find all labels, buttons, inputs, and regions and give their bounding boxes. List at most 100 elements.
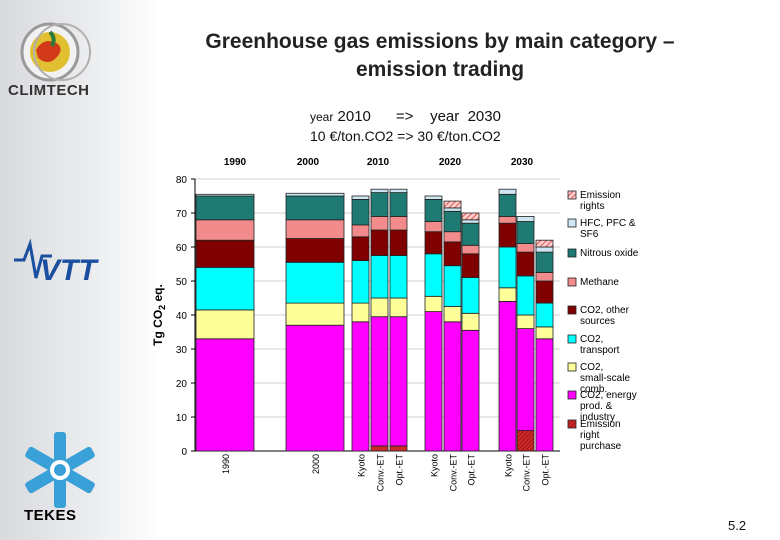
- bar-segment-co2_energy: [370, 316, 389, 447]
- bar-segment-co2_other: [351, 236, 370, 262]
- bar-segment-emission_purchase: [389, 445, 408, 452]
- sidebar-background: [0, 0, 160, 540]
- bar-segment-emission_rights: [461, 212, 480, 221]
- bar-segment-co2_energy: [195, 338, 255, 452]
- x-tick-label: Opt.-ET: [467, 454, 477, 486]
- bar-segment-nitrous: [285, 195, 345, 221]
- bar-segment-co2_transport: [535, 302, 554, 328]
- legend-label-co2_energy: CO2, energy prod. & industry: [580, 390, 637, 423]
- bar-segment-hfc: [461, 219, 480, 224]
- bar-segment-methane: [389, 215, 408, 231]
- legend-label-emission_rights: Emission rights: [580, 190, 621, 212]
- bar-segment-hfc: [516, 215, 535, 222]
- subtitle-year-rest: 2010 => year 2030: [337, 108, 501, 125]
- bar-segment-co2_energy: [461, 329, 480, 452]
- bar-segment-co2_small: [498, 287, 517, 302]
- bar-segment-emission_rights: [535, 239, 554, 248]
- bar-segment-co2_small: [285, 302, 345, 326]
- svg-text:VTT: VTT: [40, 254, 99, 287]
- bar-segment-nitrous: [535, 251, 554, 273]
- bar-segment-co2_transport: [389, 255, 408, 299]
- y-tick-label: 70: [176, 209, 188, 220]
- legend-swatch-emission_purchase: [567, 419, 577, 429]
- legend-label-co2_small: CO2, small-scale comb.: [580, 362, 630, 395]
- x-tick-label: Conv.-ET: [449, 454, 459, 492]
- x-tick-label: 2000: [311, 454, 321, 474]
- legend-swatch-emission_rights: [567, 190, 577, 200]
- bar-segment-methane: [443, 231, 462, 243]
- bar-segment-co2_other: [370, 229, 389, 256]
- tekes-label: TEKES: [24, 507, 77, 524]
- bar-segment-methane: [424, 221, 443, 233]
- slide-title-line2: emission trading: [355, 58, 525, 81]
- y-tick-label: 50: [176, 277, 188, 288]
- x-tick-label: 1990: [221, 454, 231, 474]
- climtech-label: CLIMTECH: [8, 82, 90, 99]
- top-year-label: 2020: [439, 157, 462, 168]
- bar-segment-methane: [535, 272, 554, 282]
- bar-segment-nitrous: [195, 195, 255, 221]
- x-tick-label: Kyoto: [430, 454, 440, 477]
- bar-segment-methane: [195, 219, 255, 241]
- bar-segment-co2_other: [195, 239, 255, 268]
- y-tick-label: 0: [181, 447, 187, 458]
- legend-label-methane: Methane: [580, 277, 619, 288]
- bar-segment-co2_transport: [443, 265, 462, 307]
- bar-segment-co2_other: [424, 231, 443, 255]
- bar-segment-co2_energy: [443, 321, 462, 452]
- bar-segment-co2_small: [461, 312, 480, 331]
- legend-swatch-co2_other: [567, 305, 577, 315]
- y-tick-label: 40: [176, 311, 188, 322]
- bar-segment-co2_energy: [424, 311, 443, 452]
- vtt-logo: VTT: [14, 238, 99, 287]
- bar-segment-co2_transport: [461, 277, 480, 314]
- bar-segment-co2_transport: [424, 253, 443, 297]
- bar-segment-nitrous: [370, 192, 389, 217]
- bar-segment-co2_energy: [285, 324, 345, 452]
- x-tick-label: Conv.-ET: [522, 454, 532, 492]
- bar-segment-co2_transport: [370, 255, 389, 299]
- slide-title: Greenhouse gas emissions by main categor…: [160, 28, 720, 84]
- bar-segment-methane: [498, 215, 517, 224]
- bar-segment-co2_other: [285, 238, 345, 263]
- x-tick-label: Kyoto: [357, 454, 367, 477]
- legend-label-hfc: HFC, PFC & SF6: [580, 218, 636, 240]
- bar-segment-co2_transport: [516, 275, 535, 316]
- bar-segment-nitrous: [498, 193, 517, 217]
- bar-segment-emission_rights: [443, 200, 462, 209]
- bar-segment-co2_energy: [516, 328, 535, 432]
- bar-segment-co2_small: [424, 295, 443, 312]
- bar-segment-co2_small: [195, 309, 255, 340]
- legend-swatch-methane: [567, 277, 577, 287]
- bar-segment-nitrous: [443, 210, 462, 233]
- bar-segment-nitrous: [351, 198, 370, 226]
- bar-segment-methane: [461, 244, 480, 255]
- climtech-globe-logo: [20, 22, 91, 82]
- tekes-logo: [25, 432, 95, 508]
- top-year-label: 2010: [367, 157, 390, 168]
- bar-segment-co2_other: [443, 241, 462, 267]
- bar-segment-co2_small: [535, 326, 554, 340]
- legend-label-emission_purchase: Emission right purchase: [580, 419, 622, 452]
- y-tick-label: 80: [176, 175, 188, 186]
- bar-segment-emission_purchase: [516, 430, 535, 452]
- bar-segment-co2_other: [461, 253, 480, 279]
- y-tick-label: 30: [176, 345, 188, 356]
- bar-segment-nitrous: [461, 222, 480, 246]
- bar-segment-co2_energy: [389, 316, 408, 447]
- legend-swatch-nitrous: [567, 248, 577, 258]
- legend-swatch-co2_small: [567, 362, 577, 372]
- slide-title-line1: Greenhouse gas emissions by main categor…: [205, 30, 675, 53]
- y-tick-label: 10: [176, 413, 188, 424]
- bar-segment-co2_small: [389, 297, 408, 318]
- bar-segment-hfc: [195, 193, 255, 197]
- bar-segment-hfc: [443, 207, 462, 212]
- bar-segment-co2_small: [351, 302, 370, 323]
- bar-segment-nitrous: [389, 192, 408, 217]
- legend-swatch-co2_energy: [567, 390, 577, 400]
- y-tick-label: 60: [176, 243, 188, 254]
- y-tick-label: 20: [176, 379, 188, 390]
- subtitle-years: year 2010 => year 2030: [310, 108, 501, 125]
- bar-segment-co2_other: [389, 229, 408, 256]
